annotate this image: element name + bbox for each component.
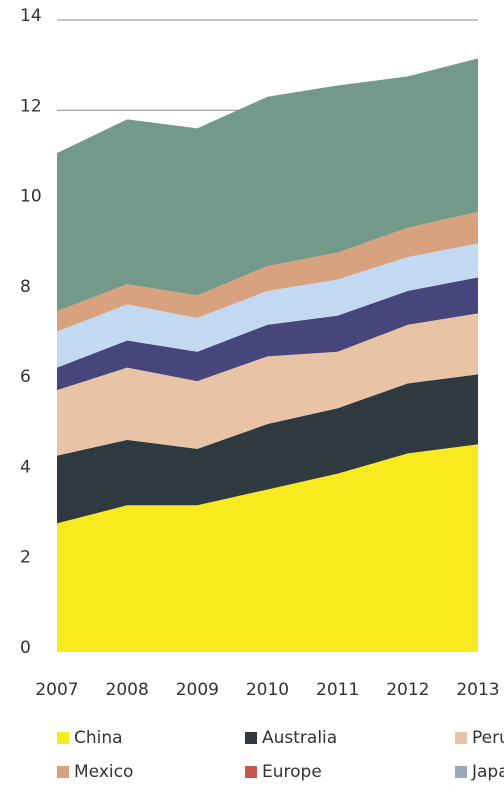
y-tick-label: 8 — [20, 277, 31, 297]
legend-label: Australia — [262, 728, 337, 748]
area — [57, 58, 478, 312]
legend-label: Mexico — [74, 762, 133, 782]
x-tick-label: 2008 — [106, 680, 149, 700]
legend-label: Europe — [262, 762, 322, 782]
area — [57, 211, 478, 332]
legend-label: Peru — [472, 728, 504, 748]
y-tick-label: 12 — [20, 96, 42, 116]
x-tick-label: 2013 — [456, 680, 499, 700]
x-tick-label: 2010 — [246, 680, 289, 700]
area — [57, 243, 478, 368]
legend-label: China — [74, 728, 123, 748]
area — [57, 374, 478, 524]
legend-swatch — [245, 766, 257, 778]
area — [57, 444, 478, 652]
legend-swatch — [57, 732, 69, 744]
x-tick-label: 2007 — [35, 680, 78, 700]
legend-label: Japan — [471, 762, 504, 782]
area — [57, 277, 478, 391]
x-tick-label: 2012 — [386, 680, 429, 700]
y-tick-label: 4 — [20, 457, 31, 477]
y-tick-label: 0 — [20, 638, 31, 658]
legend-swatch — [245, 732, 257, 744]
y-tick-label: 10 — [20, 187, 42, 207]
legend-swatch — [57, 766, 69, 778]
legend-swatch — [455, 732, 467, 744]
x-tick-label: 2011 — [316, 680, 359, 700]
y-tick-label: 2 — [20, 548, 31, 568]
legend-swatch — [455, 766, 467, 778]
area — [57, 313, 478, 456]
y-tick-label: 6 — [20, 367, 31, 387]
y-tick-label: 14 — [20, 6, 42, 26]
x-tick-label: 2009 — [176, 680, 219, 700]
